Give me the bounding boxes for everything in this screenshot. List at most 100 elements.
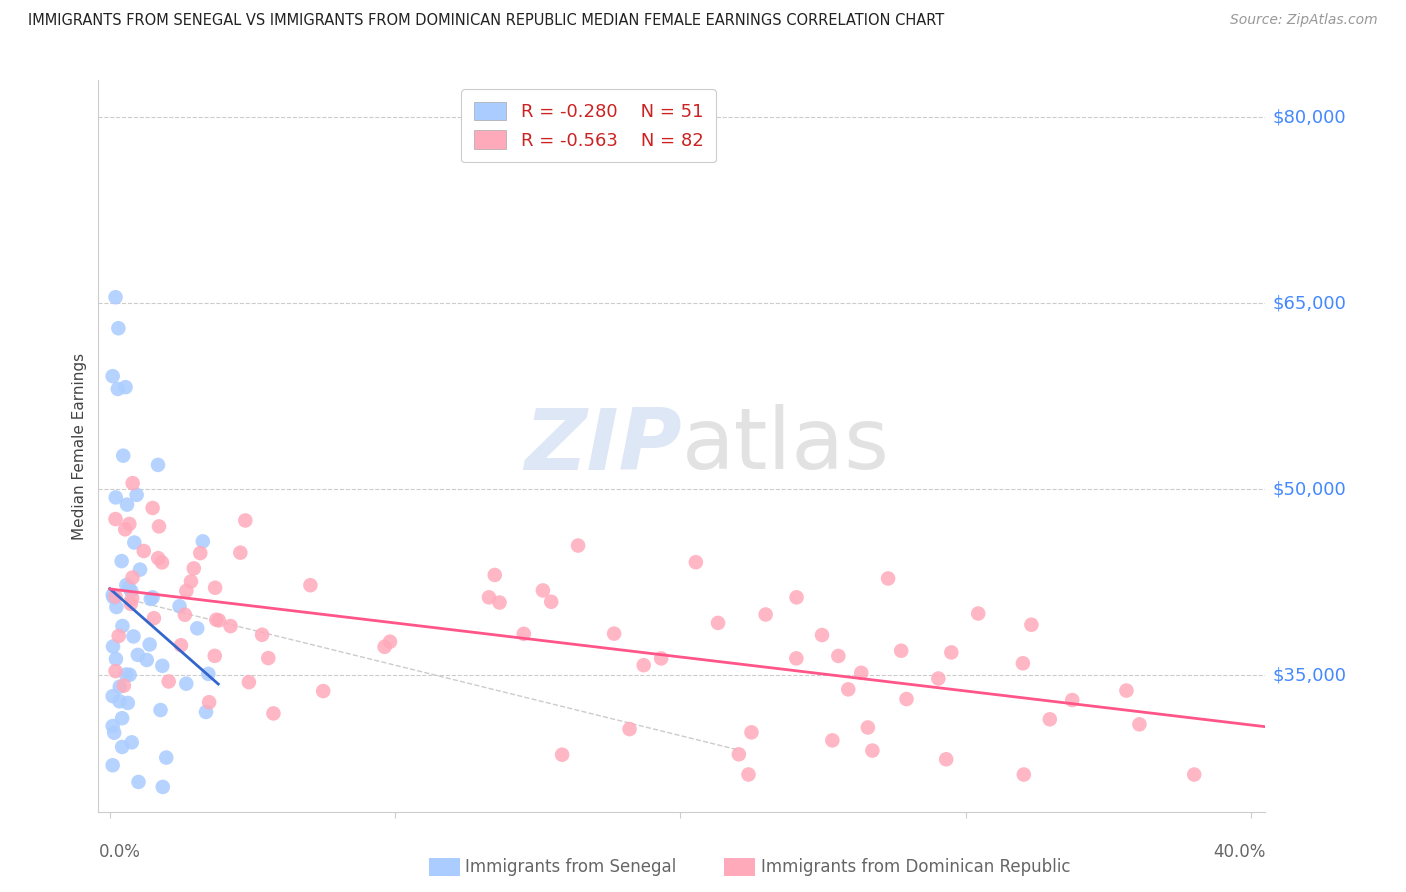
Point xyxy=(121,735,143,749)
Point xyxy=(1128,717,1150,731)
Point xyxy=(101,640,124,654)
Point xyxy=(152,780,174,794)
Text: $50,000: $50,000 xyxy=(1272,481,1346,499)
Point xyxy=(124,535,146,549)
Point xyxy=(132,544,155,558)
Point xyxy=(195,705,218,719)
Point xyxy=(111,619,134,633)
Point xyxy=(257,651,280,665)
Point xyxy=(198,695,221,709)
Point xyxy=(135,653,157,667)
Point xyxy=(121,476,143,491)
Point xyxy=(118,581,141,595)
Point xyxy=(811,628,834,642)
Point xyxy=(513,627,536,641)
Point xyxy=(186,621,208,635)
Point xyxy=(108,680,131,694)
Point xyxy=(115,498,138,512)
Point xyxy=(827,648,849,663)
Point xyxy=(755,607,778,622)
Point xyxy=(142,500,165,515)
Point xyxy=(250,628,273,642)
Point xyxy=(238,675,260,690)
Text: $65,000: $65,000 xyxy=(1272,294,1347,312)
Point xyxy=(1012,767,1035,781)
Point xyxy=(204,581,226,595)
Text: 40.0%: 40.0% xyxy=(1213,843,1265,861)
Point xyxy=(125,488,148,502)
Point xyxy=(101,689,124,703)
Point xyxy=(941,645,963,659)
Point xyxy=(115,667,138,681)
Point xyxy=(103,725,125,739)
Legend: R = -0.280    N = 51, R = -0.563    N = 82: R = -0.280 N = 51, R = -0.563 N = 82 xyxy=(461,89,716,162)
Point xyxy=(1012,657,1035,671)
Point xyxy=(111,554,134,568)
Point xyxy=(118,668,141,682)
Point xyxy=(785,651,807,665)
Point xyxy=(128,775,150,789)
Point xyxy=(707,615,730,630)
Point xyxy=(176,583,198,598)
Point xyxy=(107,382,129,396)
Point xyxy=(104,290,127,304)
Text: $80,000: $80,000 xyxy=(1272,109,1346,127)
Point xyxy=(737,767,759,781)
Point xyxy=(233,513,256,527)
Point xyxy=(208,613,231,627)
Point xyxy=(104,590,127,604)
Point xyxy=(927,672,949,686)
Point xyxy=(104,512,127,526)
Point xyxy=(115,578,138,592)
Point xyxy=(1062,693,1084,707)
Point xyxy=(117,696,139,710)
Text: Immigrants from Senegal: Immigrants from Senegal xyxy=(465,858,676,876)
Point xyxy=(551,747,574,762)
Point xyxy=(219,619,242,633)
Point xyxy=(127,648,149,662)
Point xyxy=(118,516,141,531)
Point xyxy=(114,380,136,394)
Point xyxy=(121,570,143,584)
Point xyxy=(851,665,873,680)
Point xyxy=(229,546,252,560)
Point xyxy=(262,706,284,721)
Point xyxy=(120,597,142,611)
Point xyxy=(619,722,641,736)
Point xyxy=(183,561,205,575)
Point xyxy=(149,703,172,717)
Point xyxy=(727,747,749,762)
Point xyxy=(121,591,143,606)
Point xyxy=(120,584,142,599)
Point xyxy=(860,743,883,757)
Point xyxy=(107,321,129,335)
Point xyxy=(540,595,562,609)
Point xyxy=(122,629,145,643)
Point xyxy=(104,491,127,505)
Point xyxy=(103,591,125,605)
Point xyxy=(104,652,127,666)
Point xyxy=(650,651,672,665)
Point xyxy=(104,664,127,678)
Point xyxy=(374,640,396,654)
Point xyxy=(146,458,169,472)
Text: Immigrants from Dominican Republic: Immigrants from Dominican Republic xyxy=(761,858,1070,876)
Point xyxy=(112,679,135,693)
Point xyxy=(633,658,655,673)
Point xyxy=(877,571,900,585)
Point xyxy=(188,546,211,560)
Text: Source: ZipAtlas.com: Source: ZipAtlas.com xyxy=(1230,13,1378,28)
Point xyxy=(299,578,322,592)
Point xyxy=(170,638,193,652)
Point xyxy=(312,684,335,698)
Point xyxy=(101,369,124,384)
Point xyxy=(173,607,195,622)
Text: 0.0%: 0.0% xyxy=(98,843,141,861)
Text: $35,000: $35,000 xyxy=(1272,666,1347,684)
Point xyxy=(114,522,136,536)
Point xyxy=(935,752,957,766)
Point xyxy=(142,591,165,605)
Point xyxy=(1182,767,1205,781)
Point xyxy=(148,519,170,533)
Point xyxy=(112,449,135,463)
